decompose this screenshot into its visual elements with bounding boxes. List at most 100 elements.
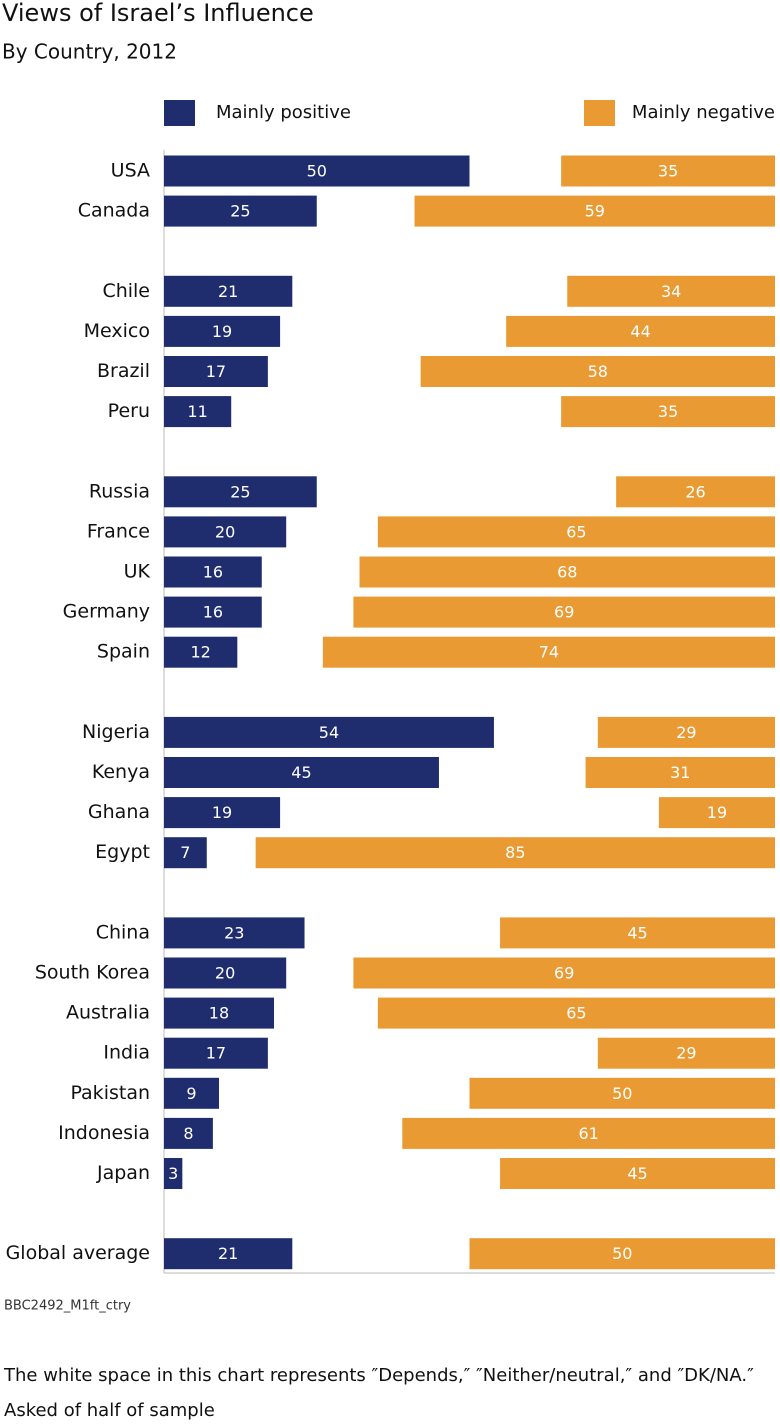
bar [164,315,281,347]
category-label: Ghana [88,801,150,823]
value-label: 9 [186,1084,196,1103]
value-label: 19 [212,803,232,822]
bar [597,716,775,748]
bar [164,516,287,548]
category-label: China [96,921,150,943]
source: BBC2492_M1ft_ctry [4,1299,131,1314]
value-label: 3 [168,1164,178,1183]
value-label: 25 [230,482,250,501]
value-label: 23 [224,923,244,942]
value-label: 8 [183,1124,193,1143]
bar [616,476,775,508]
value-label: 35 [658,402,678,421]
value-label: 31 [670,763,690,782]
legend-swatch [164,100,195,126]
note: Asked of half of sample [4,1400,215,1421]
bar [164,1238,293,1270]
category-label: Mexico [84,320,150,342]
bar [353,596,775,628]
legend-swatch [584,100,615,126]
bar [164,997,274,1029]
bar [255,837,775,869]
value-label: 25 [230,202,250,221]
bar [164,636,238,668]
bar [322,636,775,668]
bar [377,997,775,1029]
category-label: South Korea [35,962,150,984]
bar [164,1077,219,1109]
bar [164,556,262,588]
category-label: Peru [108,400,150,422]
value-label: 12 [190,643,210,662]
value-label: 54 [319,723,339,742]
bar [164,917,305,949]
bar [359,556,775,588]
bar [164,356,268,387]
category-label: Germany [63,601,150,623]
bar [164,596,262,628]
bar [506,315,775,347]
bar [500,917,775,949]
value-label: 65 [566,1004,586,1023]
bar [164,797,281,829]
category-label: Indonesia [58,1122,150,1144]
category-label: France [87,520,150,542]
bar [469,1077,775,1109]
bar [164,195,317,227]
bar [377,516,775,548]
bar [164,757,439,788]
value-label: 59 [585,202,605,221]
value-label: 16 [203,563,223,582]
category-label: Australia [66,1002,150,1024]
value-label: 11 [187,402,207,421]
value-label: 29 [676,723,696,742]
category-label: Kenya [92,761,150,783]
bar [353,957,775,989]
value-label: 16 [203,603,223,622]
value-label: 18 [209,1004,229,1023]
bar [420,356,775,387]
category-label: Egypt [95,841,150,863]
value-label: 35 [658,162,678,181]
bar [164,716,494,748]
legend-label: Mainly positive [216,102,351,123]
value-label: 58 [588,362,608,381]
category-label: Chile [102,280,150,302]
category-label: Nigeria [82,721,150,743]
bar [164,957,287,989]
category-label: Canada [78,200,150,222]
bar [567,275,775,307]
bar [402,1117,775,1149]
value-label: 21 [218,1244,238,1263]
value-label: 29 [676,1044,696,1063]
category-label: Brazil [97,360,150,382]
bar [164,476,317,508]
chart-title: Views of Israel’s Influence [2,0,314,27]
value-label: 69 [554,964,574,983]
value-label: 50 [612,1084,632,1103]
bar [164,1158,183,1189]
bar [164,1117,213,1149]
category-label: Pakistan [70,1082,150,1104]
value-label: 19 [707,803,727,822]
value-label: 45 [627,1164,647,1183]
bar [164,837,207,869]
bar [658,797,775,829]
value-label: 7 [180,843,190,862]
category-label: USA [111,160,150,182]
value-label: 50 [307,162,327,181]
category-label: Russia [89,480,150,502]
value-label: 17 [206,362,226,381]
value-label: 50 [612,1244,632,1263]
bar [164,1037,268,1069]
category-label: UK [124,561,151,583]
note: The white space in this chart represents… [3,1365,754,1386]
bar [164,155,470,187]
bar [414,195,775,227]
value-label: 85 [505,843,525,862]
value-label: 45 [627,923,647,942]
value-label: 61 [578,1124,598,1143]
category-label: Spain [97,641,150,663]
value-label: 65 [566,522,586,541]
